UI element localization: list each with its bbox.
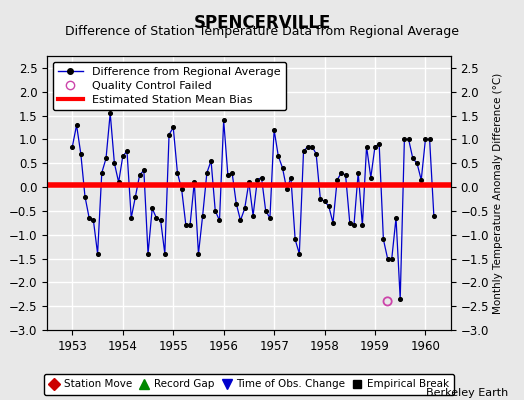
Point — [384, 298, 392, 305]
Point — [425, 136, 434, 142]
Point — [85, 215, 93, 221]
Point — [409, 155, 417, 162]
Point — [207, 158, 215, 164]
Point — [324, 203, 333, 209]
Text: Berkeley Earth: Berkeley Earth — [426, 388, 508, 398]
Text: Difference of Station Temperature Data from Regional Average: Difference of Station Temperature Data f… — [65, 25, 459, 38]
Point — [236, 217, 245, 224]
Point — [320, 198, 329, 204]
Point — [106, 110, 114, 116]
Point — [261, 208, 270, 214]
Point — [291, 236, 299, 243]
Point — [123, 148, 131, 154]
Point — [350, 222, 358, 228]
Point — [161, 250, 169, 257]
Y-axis label: Monthly Temperature Anomaly Difference (°C): Monthly Temperature Anomaly Difference (… — [493, 72, 503, 314]
Point — [127, 215, 135, 221]
Point — [77, 150, 85, 157]
Point — [190, 179, 199, 186]
Point — [186, 222, 194, 228]
Point — [430, 212, 438, 219]
Point — [203, 170, 211, 176]
Point — [312, 150, 320, 157]
Point — [388, 255, 396, 262]
Point — [316, 196, 324, 202]
Legend: Station Move, Record Gap, Time of Obs. Change, Empirical Break: Station Move, Record Gap, Time of Obs. C… — [43, 374, 454, 395]
Point — [396, 296, 405, 302]
Point — [157, 217, 165, 224]
Point — [274, 153, 282, 159]
Point — [342, 172, 350, 178]
Point — [72, 122, 81, 128]
Point — [299, 148, 308, 154]
Point — [270, 127, 278, 133]
Point — [287, 174, 295, 181]
Point — [384, 255, 392, 262]
Point — [131, 193, 139, 200]
Point — [379, 236, 388, 243]
Point — [140, 167, 148, 174]
Point — [114, 179, 123, 186]
Point — [194, 250, 203, 257]
Point — [303, 143, 312, 150]
Point — [354, 170, 363, 176]
Point — [102, 155, 110, 162]
Point — [199, 212, 207, 219]
Point — [135, 172, 144, 178]
Point — [152, 215, 161, 221]
Point — [278, 165, 287, 171]
Point — [148, 205, 156, 212]
Point — [257, 174, 266, 181]
Point — [81, 193, 89, 200]
Point — [249, 212, 257, 219]
Point — [392, 215, 400, 221]
Point — [182, 222, 190, 228]
Point — [333, 177, 341, 183]
Point — [228, 170, 236, 176]
Point — [118, 153, 127, 159]
Point — [367, 174, 375, 181]
Point — [282, 186, 291, 193]
Point — [165, 132, 173, 138]
Point — [371, 143, 379, 150]
Point — [400, 136, 409, 142]
Point — [169, 124, 178, 131]
Point — [329, 220, 337, 226]
Text: SPENCERVILLE: SPENCERVILLE — [193, 14, 331, 32]
Point — [211, 208, 220, 214]
Point — [417, 177, 425, 183]
Point — [253, 177, 261, 183]
Point — [245, 179, 253, 186]
Point — [144, 250, 152, 257]
Point — [232, 200, 241, 207]
Point — [220, 117, 228, 124]
Point — [215, 217, 224, 224]
Point — [421, 136, 430, 142]
Point — [93, 250, 102, 257]
Point — [178, 186, 186, 193]
Point — [308, 143, 316, 150]
Point — [241, 205, 249, 212]
Point — [224, 172, 232, 178]
Point — [266, 215, 274, 221]
Point — [295, 250, 303, 257]
Point — [110, 160, 118, 166]
Point — [173, 170, 182, 176]
Point — [363, 143, 371, 150]
Point — [337, 170, 345, 176]
Point — [358, 222, 367, 228]
Point — [413, 160, 421, 166]
Point — [346, 220, 354, 226]
Point — [375, 141, 384, 147]
Point — [68, 143, 77, 150]
Point — [97, 170, 106, 176]
Point — [89, 217, 97, 224]
Point — [405, 136, 413, 142]
